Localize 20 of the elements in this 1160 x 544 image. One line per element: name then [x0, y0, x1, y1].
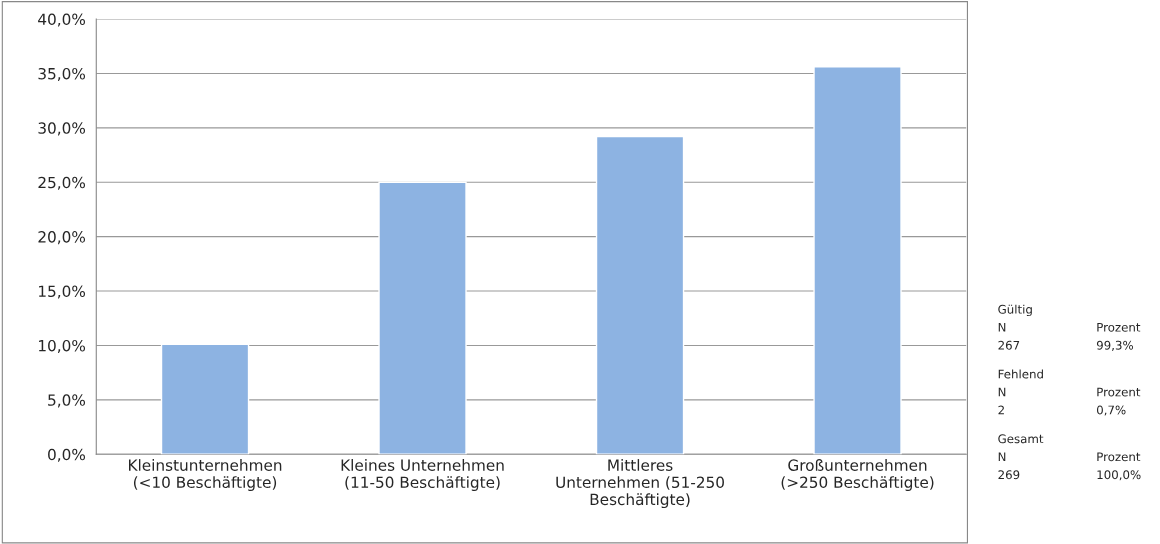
bar — [160, 343, 250, 455]
bar — [595, 135, 685, 455]
x-tick-label: Großunternehmen (>250 Beschäftigte) — [781, 459, 934, 491]
y-tick-label: 40,0% — [38, 13, 86, 27]
x-tick-label: Kleinstunternehmen (<10 Beschäftigte) — [129, 459, 282, 491]
text: Gesamt N Prozent 269 100,0% — [998, 434, 1141, 481]
y-tick-label: 25,0% — [38, 176, 86, 190]
bar — [813, 66, 902, 455]
text: Fehlend N Prozent 2 0,7% — [998, 369, 1141, 416]
y-tick-label: 30,0% — [38, 122, 86, 136]
y-tick-label: 35,0% — [38, 67, 86, 82]
y-tick-label: 10,0% — [39, 339, 86, 354]
x-tick-label: Kleines Unternehmen (11-50 Beschäftigte) — [341, 459, 504, 491]
y-tick-label: 15,0% — [39, 285, 86, 299]
y-tick-label: 20,0% — [38, 231, 86, 245]
y-tick-label: 5,0% — [48, 394, 86, 408]
y-tick-label: 0,0% — [48, 448, 86, 462]
bar — [378, 181, 467, 455]
text: Gültig N Prozent 267 99,3% — [998, 304, 1141, 351]
x-tick-label: Mittleres Unternehmen (51-250 Beschäftigte) — [556, 459, 724, 509]
